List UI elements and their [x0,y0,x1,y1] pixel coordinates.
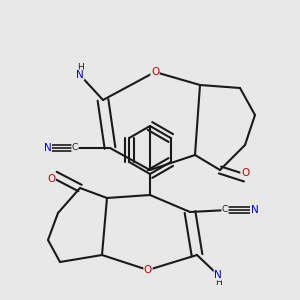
Text: O: O [47,174,56,184]
Text: O: O [151,67,159,77]
Text: O: O [144,265,152,275]
Text: N: N [214,270,222,280]
Text: C: C [72,143,78,152]
Text: C: C [222,206,228,214]
Text: N: N [76,70,84,80]
Text: O: O [241,169,249,178]
Text: H: H [214,278,221,287]
Text: N: N [44,143,52,153]
Text: H: H [76,63,83,72]
Text: N: N [250,205,258,215]
